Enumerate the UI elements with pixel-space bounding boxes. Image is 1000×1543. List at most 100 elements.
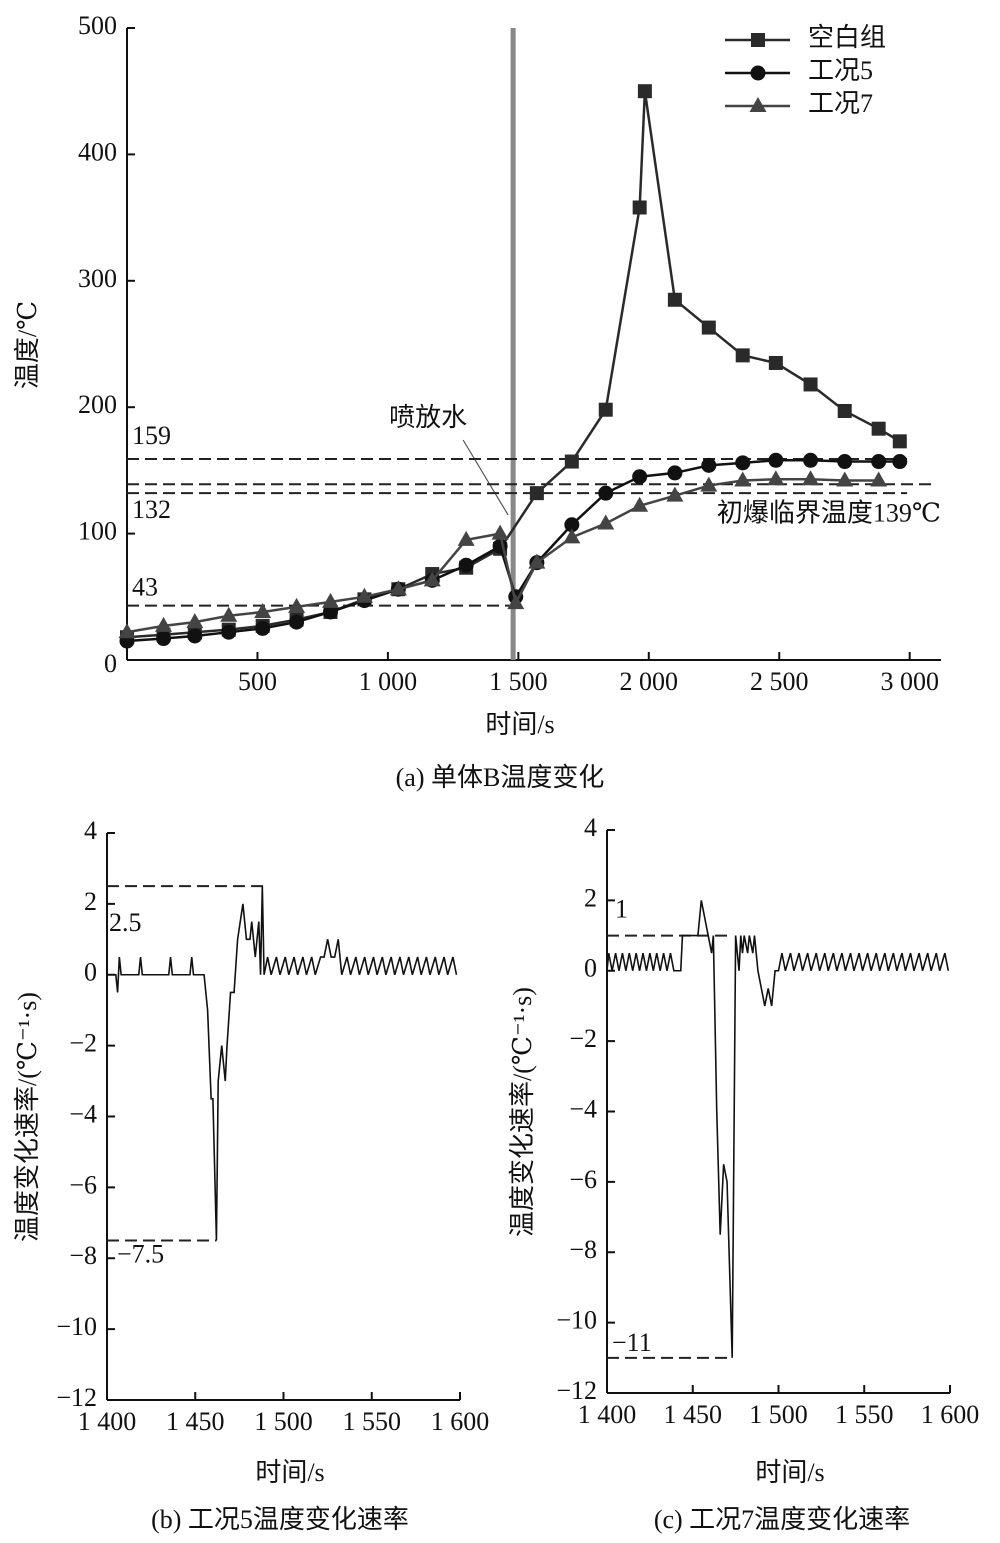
x-tick-label: 1 400 — [578, 1400, 637, 1429]
series-line — [126, 477, 879, 634]
marker — [564, 517, 580, 533]
legend-marker — [750, 65, 766, 81]
marker — [666, 486, 684, 502]
marker — [389, 580, 407, 596]
marker — [597, 514, 615, 530]
y-tick-label: −4 — [569, 1094, 597, 1123]
x-axis-label: 时间/s — [485, 710, 554, 739]
reference-label: −11 — [612, 1328, 652, 1357]
legend-marker — [751, 33, 765, 47]
marker — [289, 614, 305, 630]
reference-label: 初爆临界温度139℃ — [717, 498, 941, 527]
marker — [870, 471, 888, 487]
legend-label: 空白组 — [808, 23, 886, 52]
y-tick-label: −2 — [69, 1029, 97, 1058]
y-tick-label: −8 — [69, 1241, 97, 1270]
y-tick-label: 0 — [584, 954, 597, 983]
reference-label: 2.5 — [109, 908, 142, 937]
marker — [355, 587, 373, 603]
marker — [507, 594, 525, 610]
reference-label: −7.5 — [117, 1240, 164, 1269]
x-tick-label: 1 500 — [254, 1407, 313, 1436]
marker — [803, 377, 818, 392]
legend-label: 工况5 — [808, 56, 873, 85]
y-tick-label: 0 — [84, 958, 97, 987]
y-axis-label: 温度变化速率/(℃⁻¹·s) — [13, 992, 42, 1242]
y-tick-label: −12 — [556, 1376, 597, 1405]
marker — [700, 476, 718, 492]
marker — [701, 457, 717, 473]
marker — [491, 524, 509, 540]
marker — [892, 454, 908, 470]
reference-label: 159 — [132, 421, 171, 450]
y-tick-label: 100 — [78, 517, 117, 546]
y-tick-label: 4 — [584, 813, 597, 842]
y-tick-label: 4 — [84, 816, 97, 845]
marker — [892, 434, 907, 449]
marker — [288, 597, 306, 613]
y-axis-label: 温度变化速率/(℃⁻¹·s) — [508, 987, 537, 1237]
marker — [118, 623, 136, 639]
marker — [187, 628, 203, 644]
marker — [458, 557, 474, 573]
marker — [637, 84, 652, 99]
x-tick-label: 1 400 — [78, 1407, 137, 1436]
marker — [529, 486, 544, 501]
marker — [528, 553, 546, 569]
marker — [322, 592, 339, 608]
marker — [837, 454, 853, 470]
y-tick-label: −10 — [556, 1306, 597, 1335]
marker — [734, 471, 752, 487]
y-tick-label: 0 — [104, 649, 117, 678]
marker — [563, 528, 581, 544]
x-tick-label: 1 500 — [489, 667, 548, 696]
y-tick-label: −6 — [69, 1170, 97, 1199]
marker — [837, 403, 852, 418]
marker — [871, 454, 887, 470]
marker — [255, 620, 271, 636]
x-tick-label: 1 450 — [664, 1400, 723, 1429]
annotation-leader — [462, 439, 509, 516]
marker — [631, 496, 649, 512]
y-tick-label: −2 — [569, 1024, 597, 1053]
marker — [667, 465, 683, 481]
y-tick-label: −8 — [569, 1235, 597, 1264]
marker — [254, 602, 272, 618]
series-line — [606, 900, 950, 1358]
y-tick-label: 200 — [78, 390, 117, 419]
reference-label: 1 — [615, 895, 628, 924]
marker — [423, 571, 441, 587]
marker — [701, 320, 716, 335]
reference-label: 43 — [132, 573, 158, 602]
marker — [156, 631, 172, 647]
marker — [667, 292, 682, 307]
y-tick-label: 400 — [78, 137, 117, 166]
marker — [802, 470, 820, 486]
x-tick-label: 2 500 — [750, 667, 809, 696]
y-tick-label: −10 — [56, 1312, 97, 1341]
y-tick-label: 500 — [78, 11, 117, 40]
x-tick-label: 500 — [238, 667, 277, 696]
y-tick-label: 2 — [584, 883, 597, 912]
caption: (c) 工况7温度变化速率 — [654, 1505, 910, 1534]
marker — [155, 616, 173, 632]
marker — [564, 454, 579, 469]
marker — [768, 355, 783, 370]
marker — [323, 604, 338, 620]
marker — [632, 200, 647, 215]
marker — [598, 485, 614, 501]
x-tick-label: 1 550 — [835, 1400, 894, 1429]
y-tick-label: −4 — [69, 1099, 97, 1128]
x-tick-label: 3 000 — [880, 667, 939, 696]
caption: (a) 单体B温度变化 — [396, 763, 605, 792]
x-tick-label: 1 000 — [359, 667, 418, 696]
annotation: 喷放水 — [389, 403, 467, 432]
marker — [632, 469, 648, 485]
x-tick-label: 1 500 — [749, 1400, 808, 1429]
marker — [220, 606, 238, 622]
series-line — [107, 886, 458, 1241]
legend-marker — [749, 97, 767, 112]
marker — [735, 455, 751, 471]
y-axis-label: 温度/℃ — [13, 301, 42, 389]
